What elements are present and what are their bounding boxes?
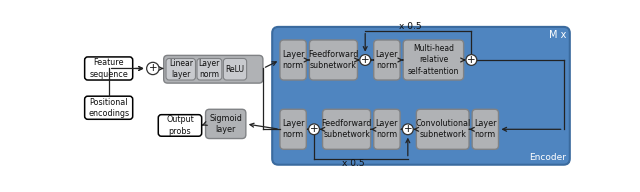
FancyBboxPatch shape [280, 40, 307, 80]
FancyBboxPatch shape [472, 109, 499, 149]
Text: +: + [467, 55, 476, 65]
FancyBboxPatch shape [223, 58, 246, 80]
Text: +: + [361, 55, 369, 65]
FancyBboxPatch shape [323, 109, 371, 149]
Circle shape [403, 124, 413, 135]
Circle shape [147, 62, 159, 75]
Text: +: + [310, 124, 318, 134]
FancyBboxPatch shape [374, 40, 400, 80]
Text: Multi-head
relative
self-attention: Multi-head relative self-attention [408, 44, 459, 76]
FancyBboxPatch shape [166, 58, 195, 80]
FancyBboxPatch shape [280, 109, 307, 149]
FancyBboxPatch shape [84, 57, 132, 80]
FancyBboxPatch shape [403, 40, 463, 80]
FancyBboxPatch shape [374, 109, 400, 149]
Text: Layer
norm: Layer norm [376, 50, 398, 70]
FancyBboxPatch shape [84, 96, 132, 119]
FancyBboxPatch shape [417, 109, 469, 149]
Text: x 0.5: x 0.5 [399, 22, 422, 31]
Text: Linear
layer: Linear layer [169, 59, 193, 79]
Text: x 0.5: x 0.5 [342, 159, 365, 168]
Circle shape [360, 55, 371, 65]
Text: Layer
norm: Layer norm [282, 119, 305, 139]
FancyBboxPatch shape [158, 115, 202, 136]
Text: Encoder: Encoder [530, 153, 566, 162]
FancyBboxPatch shape [205, 109, 246, 139]
Text: +: + [148, 64, 157, 74]
FancyBboxPatch shape [309, 40, 358, 80]
Text: Layer
norm: Layer norm [376, 119, 398, 139]
Circle shape [308, 124, 319, 135]
Text: M x: M x [548, 30, 566, 40]
Text: Layer
norm: Layer norm [282, 50, 305, 70]
Text: +: + [403, 124, 412, 134]
Text: Feature
sequence: Feature sequence [90, 58, 128, 79]
Circle shape [466, 55, 477, 65]
Text: Layer
norm: Layer norm [474, 119, 497, 139]
FancyBboxPatch shape [272, 27, 570, 165]
FancyBboxPatch shape [197, 58, 222, 80]
Text: Output
probs: Output probs [166, 115, 194, 136]
Text: Sigmoid
layer: Sigmoid layer [209, 114, 242, 134]
FancyBboxPatch shape [164, 55, 263, 83]
Text: Convolutional
subnetwork: Convolutional subnetwork [415, 119, 470, 139]
Text: Feedforward
subnetwork: Feedforward subnetwork [321, 119, 372, 139]
Text: Feedforward
subnetwork: Feedforward subnetwork [308, 50, 358, 70]
Text: ReLU: ReLU [225, 65, 244, 74]
Text: Layer
norm: Layer norm [199, 59, 220, 79]
Text: Positional
encodings: Positional encodings [88, 98, 129, 118]
